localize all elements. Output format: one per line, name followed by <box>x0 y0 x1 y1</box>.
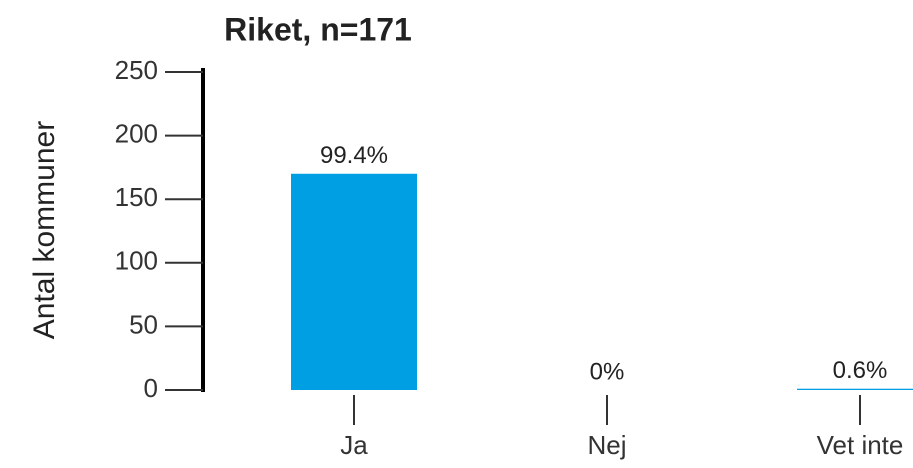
y-tick-label: 0 <box>144 373 158 403</box>
value-label: 99.4% <box>320 142 388 169</box>
y-axis-label: Antal kommuner <box>28 121 61 339</box>
y-tick-label: 250 <box>115 55 158 85</box>
value-label: 0.6% <box>833 357 888 384</box>
value-label: 0% <box>590 358 625 385</box>
y-tick-label: 150 <box>115 182 158 212</box>
y-tick-label: 200 <box>115 118 158 148</box>
bar <box>291 173 417 390</box>
x-tick-label: Vet inte <box>817 430 904 460</box>
x-tick-label: Nej <box>587 430 626 460</box>
y-tick-label: 50 <box>129 309 158 339</box>
chart-title: Riket, n=171 <box>224 11 412 47</box>
x-tick-label: Ja <box>340 430 368 460</box>
y-tick-label: 100 <box>115 246 158 276</box>
bar <box>797 388 913 390</box>
